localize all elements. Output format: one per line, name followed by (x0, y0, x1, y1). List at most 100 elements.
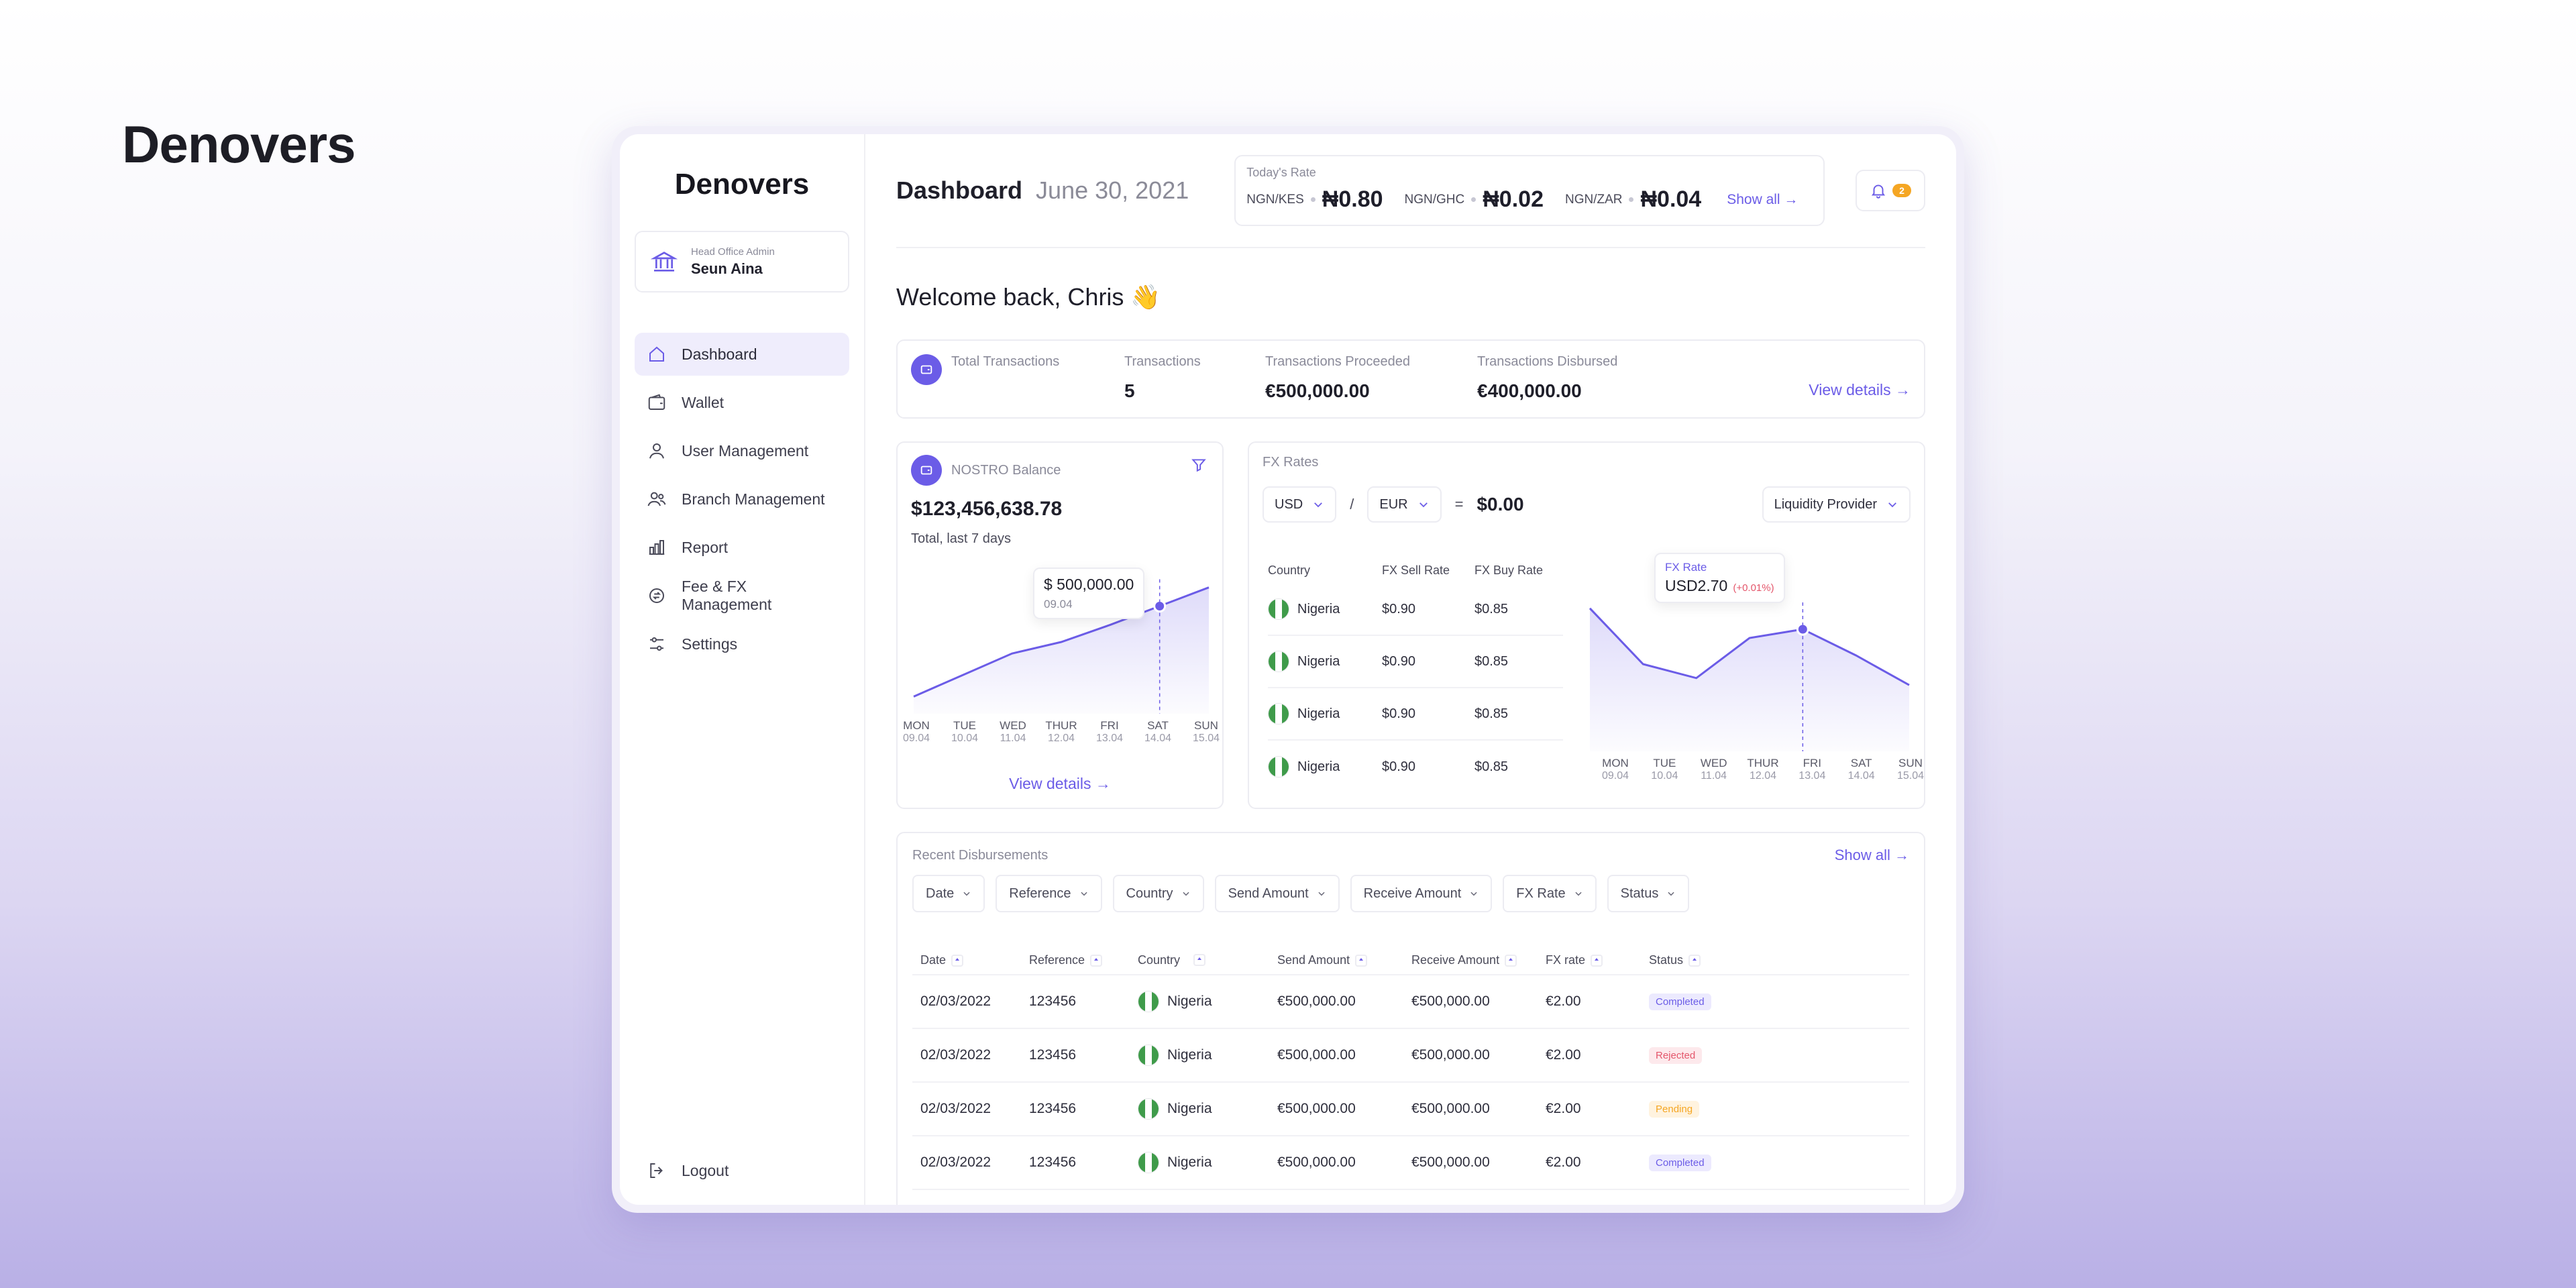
welcome-heading: Welcome back, Chris 👋 (896, 283, 1161, 311)
nigeria-flag-icon (1268, 756, 1289, 777)
brand-title: Denovers (122, 115, 356, 174)
notifications-button[interactable]: 2 (1856, 170, 1925, 211)
cell-country: Nigeria (1167, 1047, 1212, 1063)
card-title: Recent Disbursements (912, 847, 1049, 863)
nostro-balance-subtitle: Total, last 7 days (911, 531, 1011, 546)
x-axis-tick-label: WED 11.04 (1000, 719, 1026, 744)
table-header: Date Reference Country Send Amount Recei… (912, 946, 1909, 975)
recent-disbursements-card: Recent Disbursements Show all → Date Ref… (896, 832, 1925, 1205)
sell-rate: $0.90 (1382, 653, 1416, 669)
sort-icon[interactable] (951, 954, 964, 967)
nigeria-flag-icon (1268, 598, 1289, 620)
cell-send-amount: €500,000.00 (1277, 994, 1356, 1009)
recent-show-all-link[interactable]: Show all → (1834, 847, 1909, 863)
summary-stat: Transactions Disbursed €400,000.00 (1477, 354, 1678, 402)
sell-rate: $0.90 (1382, 706, 1416, 721)
x-axis-tick-label: SUN 15.04 (1896, 757, 1925, 782)
country-name: Nigeria (1297, 601, 1340, 616)
logout-label: Logout (682, 1161, 729, 1179)
status-badge: Completed (1649, 1155, 1711, 1171)
cell-receive-amount: €500,000.00 (1411, 1155, 1490, 1170)
tooltip-change: (+0.01%) (1733, 582, 1774, 594)
chevron-down-icon (1575, 892, 1582, 896)
filter-send-amount[interactable]: Send Amount (1214, 875, 1340, 912)
admin-profile-card[interactable]: Head Office Admin Seun Aina (635, 231, 849, 292)
admin-name: Seun Aina (691, 260, 763, 277)
logout-button[interactable]: Logout (647, 1161, 729, 1181)
fx-amount: $0.00 (1477, 494, 1524, 515)
table-row[interactable]: Nigeria $0.90 $0.85 (1268, 584, 1563, 636)
column-header: Receive Amount (1411, 953, 1500, 967)
sidebar-item-label: Report (682, 538, 729, 556)
table-row[interactable]: Nigeria $0.90 $0.85 (1268, 688, 1563, 741)
total-transactions-card: Total Transactions Transactions 5 Transa… (896, 339, 1925, 419)
wallet-icon (648, 394, 665, 410)
liquidity-provider-select[interactable]: Liquidity Provider (1762, 486, 1911, 523)
from-currency-select[interactable]: USD (1263, 486, 1337, 523)
x-axis-tick-label: FRI 13.04 (1095, 719, 1124, 744)
sidebar-item-report[interactable]: Report (635, 526, 849, 569)
cell-reference: 123456 (1029, 1101, 1077, 1116)
cell-receive-amount: €500,000.00 (1411, 1101, 1490, 1116)
sort-icon[interactable] (1355, 954, 1368, 967)
filter-date[interactable]: Date (912, 875, 985, 912)
table-row[interactable]: Nigeria $0.90 $0.85 (1268, 636, 1563, 688)
rate-pair: NGN/KES (1246, 192, 1304, 207)
tooltip-value: USD2.70 (1665, 577, 1728, 594)
cell-send-amount: €500,000.00 (1277, 1047, 1356, 1063)
stat-label: Transactions Disbursed (1477, 354, 1618, 369)
to-currency-select[interactable]: EUR (1367, 486, 1442, 523)
sidebar-item-settings[interactable]: Settings (635, 623, 849, 665)
select-value: Liquidity Provider (1774, 496, 1877, 512)
filter-country[interactable]: Country (1112, 875, 1204, 912)
sort-icon[interactable] (1193, 954, 1206, 966)
sort-icon[interactable] (1505, 954, 1517, 967)
cell-send-amount: €500,000.00 (1277, 1101, 1356, 1116)
exchange-icon (649, 588, 664, 603)
sidebar-logo[interactable]: Denovers (674, 168, 810, 201)
cell-date: 02/03/2022 (920, 994, 991, 1009)
cell-date: 02/03/2022 (920, 1101, 991, 1116)
filter-icon[interactable] (1190, 456, 1208, 474)
filter-status[interactable]: Status (1607, 875, 1690, 912)
status-badge: Completed (1649, 994, 1711, 1010)
cell-receive-amount: €500,000.00 (1411, 994, 1490, 1009)
table-row[interactable]: Nigeria $0.90 $0.85 (1268, 741, 1563, 793)
rate-pair: NGN/GHC (1404, 192, 1465, 207)
filter-fx-rate[interactable]: FX Rate (1503, 875, 1597, 912)
x-axis-tick-label: MON 09.04 (902, 719, 930, 744)
column-header: Status (1649, 953, 1684, 967)
sort-icon[interactable] (1591, 954, 1603, 967)
cell-fx-rate: €2.00 (1546, 1101, 1581, 1116)
sidebar-item-fee-fx-management[interactable]: Fee & FX Management (635, 574, 849, 617)
sort-icon[interactable] (1090, 954, 1103, 967)
tooltip-date: 09.04 (1044, 598, 1073, 610)
cell-date: 02/03/2022 (920, 1047, 991, 1063)
table-row[interactable]: 02/03/2022123456Nigeria€500,000.00€500,0… (912, 1190, 1909, 1205)
rates-show-all-link[interactable]: Show all → (1727, 191, 1799, 207)
rate-separator-dot (1310, 197, 1316, 202)
sidebar-item-wallet[interactable]: Wallet (635, 381, 849, 424)
bar-chart-icon (649, 540, 665, 555)
nostro-view-details-link[interactable]: View details → (1009, 775, 1111, 792)
select-value: USD (1275, 496, 1303, 512)
sidebar-item-user-management[interactable]: User Management (635, 429, 849, 472)
summary-stat: Transactions 5 (1124, 354, 1265, 402)
filter-label: Date (926, 885, 955, 901)
sidebar-item-dashboard[interactable]: Dashboard (635, 333, 849, 376)
nigeria-flag-icon (1138, 1152, 1159, 1173)
top-bar: Dashboard June 30, 2021 Today's Rate NGN… (896, 134, 1925, 248)
chevron-down-icon (1668, 892, 1674, 896)
sidebar-item-branch-management[interactable]: Branch Management (635, 478, 849, 521)
filter-receive-amount[interactable]: Receive Amount (1350, 875, 1493, 912)
nostro-balance-card: NOSTRO Balance $123,456,638.78 Total, la… (896, 441, 1224, 809)
sort-icon[interactable] (1688, 954, 1701, 967)
filter-reference[interactable]: Reference (996, 875, 1102, 912)
buy-rate: $0.85 (1474, 653, 1509, 669)
rate-separator-dot (1471, 197, 1477, 202)
summary-view-details-link[interactable]: View details → (1809, 381, 1911, 398)
